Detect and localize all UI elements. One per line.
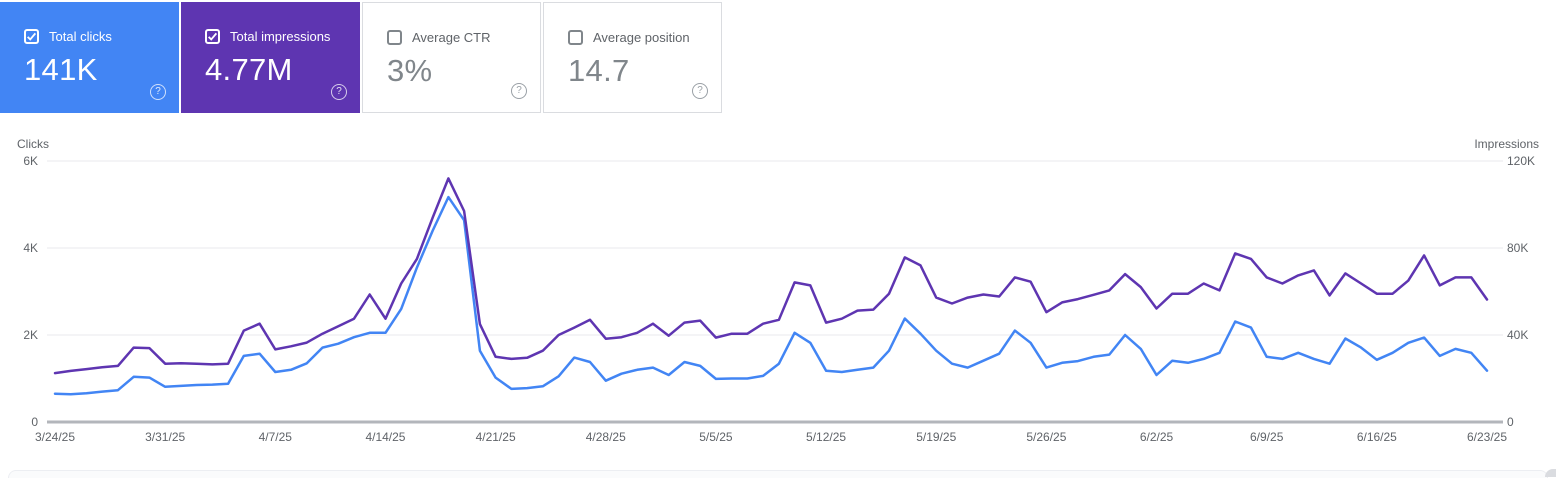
check-icon [208, 32, 218, 41]
x-axis-date-label: 6/9/25 [1250, 430, 1284, 444]
x-axis-date-label: 3/31/25 [145, 430, 185, 444]
metric-card-header: Average position [568, 30, 690, 45]
total-clicks-checkbox[interactable] [24, 29, 39, 44]
metric-card-total-impressions[interactable]: Total impressions 4.77M ? [181, 2, 360, 113]
right-axis-tick: 40K [1507, 328, 1528, 342]
right-axis-title: Impressions [1474, 137, 1539, 151]
scroll-corner [1545, 469, 1556, 477]
left-axis-tick: 0 [31, 415, 38, 429]
metric-card-value: 4.77M [205, 52, 293, 87]
metric-card-header: Total impressions [205, 29, 330, 44]
metric-card-value: 14.7 [568, 53, 630, 88]
x-axis-date-label: 5/19/25 [916, 430, 956, 444]
metric-card-header: Total clicks [24, 29, 112, 44]
total-impressions-checkbox[interactable] [205, 29, 220, 44]
left-axis-tick: 2K [23, 328, 38, 342]
metric-card-label: Average position [593, 30, 690, 45]
x-axis-date-label: 3/24/25 [35, 430, 75, 444]
x-axis-date-label: 6/16/25 [1357, 430, 1397, 444]
metric-card-total-clicks[interactable]: Total clicks 141K ? [0, 2, 179, 113]
right-axis-tick: 80K [1507, 241, 1528, 255]
metric-card-label: Total clicks [49, 29, 112, 44]
x-axis-date-label: 6/23/25 [1467, 430, 1507, 444]
metric-cards-row: Total clicks 141K ? Total impressions 4.… [0, 2, 722, 113]
right-axis-tick: 0 [1507, 415, 1514, 429]
help-icon[interactable]: ? [692, 83, 708, 99]
check-icon [27, 32, 37, 41]
x-axis-date-label: 6/2/25 [1140, 430, 1174, 444]
series-line-total-impressions[interactable] [53, 177, 1489, 375]
x-axis-date-label: 4/21/25 [476, 430, 516, 444]
metric-card-value: 141K [24, 52, 98, 87]
metric-card-label: Average CTR [412, 30, 491, 45]
right-axis-tick: 120K [1507, 154, 1535, 168]
x-axis-date-label: 5/5/25 [699, 430, 733, 444]
metric-card-average-ctr[interactable]: Average CTR 3% ? [362, 2, 541, 113]
average-ctr-checkbox[interactable] [387, 30, 402, 45]
average-position-checkbox[interactable] [568, 30, 583, 45]
x-axis-date-label: 5/12/25 [806, 430, 846, 444]
metric-card-average-position[interactable]: Average position 14.7 ? [543, 2, 722, 113]
metric-card-header: Average CTR [387, 30, 491, 45]
series-line-total-clicks[interactable] [53, 195, 1489, 396]
help-icon[interactable]: ? [331, 84, 347, 100]
x-axis-date-label: 5/26/25 [1026, 430, 1066, 444]
help-icon[interactable]: ? [150, 84, 166, 100]
left-axis-tick: 6K [23, 154, 38, 168]
metric-card-value: 3% [387, 53, 433, 88]
x-axis-date-label: 4/7/25 [259, 430, 293, 444]
x-axis-date-label: 4/28/25 [586, 430, 626, 444]
help-icon[interactable]: ? [511, 83, 527, 99]
left-axis-title: Clicks [17, 137, 49, 151]
left-axis-tick: 4K [23, 241, 38, 255]
x-axis-date-label: 4/14/25 [365, 430, 405, 444]
metric-card-label: Total impressions [230, 29, 331, 44]
